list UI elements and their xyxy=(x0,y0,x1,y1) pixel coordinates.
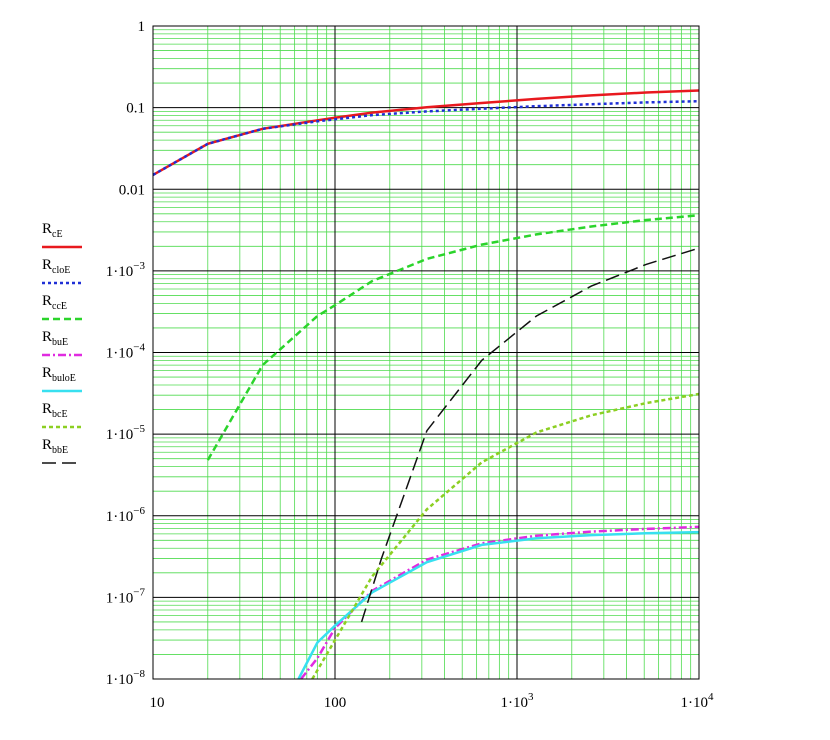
x-tick-label: 100 xyxy=(324,695,347,711)
y-tick-label: 1·10−8 xyxy=(106,668,146,688)
y-tick-label: 1 xyxy=(138,19,146,35)
x-tick-label: 1·104 xyxy=(681,691,715,711)
plot-frame xyxy=(152,25,700,680)
x-tick-label: 10 xyxy=(150,695,165,711)
legend-label: RcloE xyxy=(42,257,70,276)
series-line-cloE xyxy=(152,99,700,176)
y-tick-label: 1·10−5 xyxy=(106,423,146,443)
x-tick-label: 1·103 xyxy=(501,691,535,711)
legend-label: RbbE xyxy=(42,437,68,456)
series-line-bcE xyxy=(311,392,700,680)
legend: RcE RcloE RccE RbuE RbuloE RbcE RbbE xyxy=(42,221,82,464)
y-tick-label: 0.1 xyxy=(126,101,145,117)
y-tick-label: 1·10−7 xyxy=(106,586,146,606)
legend-label: RbcE xyxy=(42,401,68,420)
legend-label: RbuloE xyxy=(42,365,76,384)
major-grid xyxy=(152,25,700,680)
legend-label: RcE xyxy=(42,221,63,240)
y-tick-label: 1·10−4 xyxy=(106,342,146,362)
x-axis-ticks: 10 100 1·103 1·104 xyxy=(150,691,715,711)
series-line-buE xyxy=(300,525,700,680)
legend-label: RccE xyxy=(42,293,67,312)
series-line-bbE xyxy=(360,247,700,623)
y-axis-ticks: 1 0.1 0.01 1·10−3 1·10−4 1·10−5 1·10−6 1·10−7 1·… xyxy=(106,19,146,688)
y-tick-label: 1·10−3 xyxy=(106,260,146,280)
y-tick-label: 1·10−6 xyxy=(106,505,146,525)
series-layer xyxy=(152,89,700,680)
y-tick-label: 0.01 xyxy=(119,182,145,198)
legend-label: RbuE xyxy=(42,329,68,348)
series-line-buloE xyxy=(297,530,700,680)
series-line-ccE xyxy=(206,214,700,461)
